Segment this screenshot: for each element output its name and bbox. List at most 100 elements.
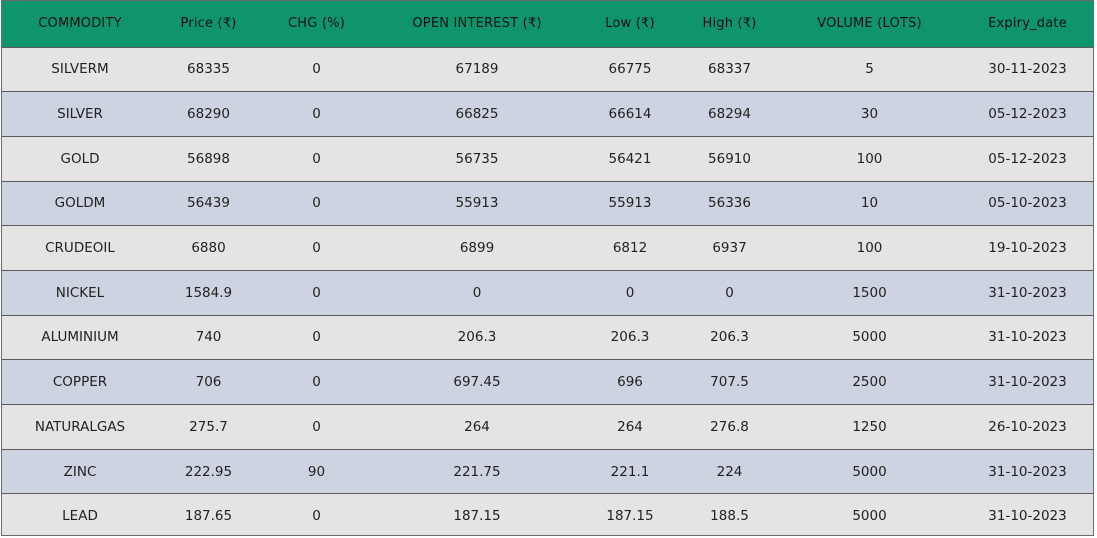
column-header-expiry-date: Expiry_date	[988, 16, 1067, 32]
commodity-cell: ZINC	[2, 448, 158, 494]
commodity-cell: NATURALGAS	[2, 404, 158, 450]
column-header-price: Price (₹)	[180, 16, 237, 32]
table-row: SILVER 68290 0 66825 66614 68294 30 05-12-2023	[2, 91, 1093, 137]
price-cell: 56898	[158, 135, 259, 182]
open-interest-cell: 67189	[374, 46, 580, 92]
expiry-date-cell: 31-10-2023	[960, 314, 1093, 360]
high-cell: 276.8	[680, 404, 779, 450]
volume-cell: 5000	[779, 493, 960, 535]
low-cell: 56421	[580, 135, 680, 182]
commodity-cell: CRUDEOIL	[2, 225, 158, 271]
open-interest-cell: 66825	[374, 91, 580, 137]
expiry-date-cell: 05-12-2023	[960, 135, 1093, 182]
low-cell: 187.15	[580, 493, 680, 535]
commodity-cell: GOLDM	[2, 180, 158, 226]
change-cell: 0	[259, 46, 374, 92]
expiry-date-cell: 19-10-2023	[960, 225, 1093, 271]
volume-cell: 2500	[779, 359, 960, 405]
volume-cell: 5	[779, 46, 960, 92]
commodity-cell: GOLD	[2, 135, 158, 182]
price-cell: 68290	[158, 91, 259, 137]
high-cell: 0	[680, 269, 779, 316]
low-cell: 206.3	[580, 314, 680, 360]
commodity-cell: NICKEL	[2, 269, 158, 316]
open-interest-cell: 697.45	[374, 359, 580, 405]
change-cell: 0	[259, 314, 374, 360]
high-cell: 56910	[680, 135, 779, 182]
change-cell: 0	[259, 359, 374, 405]
commodity-cell: SILVER	[2, 91, 158, 137]
table-row: ZINC 222.95 90 221.75 221.1 224 5000 31-10-2023	[2, 448, 1093, 494]
open-interest-cell: 206.3	[374, 314, 580, 360]
table-row: CRUDEOIL 6880 0 6899 6812 6937 100 19-10-2023	[2, 225, 1093, 271]
expiry-date-cell: 26-10-2023	[960, 404, 1093, 450]
price-cell: 68335	[158, 46, 259, 92]
change-cell: 0	[259, 180, 374, 226]
low-cell: 66614	[580, 91, 680, 137]
commodity-cell: COPPER	[2, 359, 158, 405]
price-cell: 1584.9	[158, 269, 259, 316]
low-cell: 264	[580, 404, 680, 450]
expiry-date-cell: 31-10-2023	[960, 359, 1093, 405]
column-header-volume: VOLUME (LOTS)	[817, 16, 922, 32]
change-cell: 0	[259, 404, 374, 450]
open-interest-cell: 187.15	[374, 493, 580, 535]
commodity-cell: SILVERM	[2, 46, 158, 92]
price-cell: 56439	[158, 180, 259, 226]
expiry-date-cell: 31-10-2023	[960, 493, 1093, 535]
column-header-low: Low (₹)	[605, 16, 655, 32]
volume-cell: 5000	[779, 314, 960, 360]
volume-cell: 30	[779, 91, 960, 137]
table-row: SILVERM 68335 0 67189 66775 68337 5 30-11-2023	[2, 46, 1093, 92]
volume-cell: 100	[779, 135, 960, 182]
low-cell: 0	[580, 269, 680, 316]
change-cell: 0	[259, 493, 374, 535]
change-cell: 0	[259, 269, 374, 316]
low-cell: 55913	[580, 180, 680, 226]
price-cell: 222.95	[158, 448, 259, 494]
volume-cell: 10	[779, 180, 960, 226]
high-cell: 188.5	[680, 493, 779, 535]
table-row: ALUMINIUM 740 0 206.3 206.3 206.3 5000 31-10-20…	[2, 314, 1093, 360]
column-header-open-interest: OPEN INTEREST (₹)	[412, 16, 542, 32]
volume-cell: 1500	[779, 269, 960, 316]
low-cell: 696	[580, 359, 680, 405]
high-cell: 56336	[680, 180, 779, 226]
open-interest-cell: 56735	[374, 135, 580, 182]
table-row: COPPER 706 0 697.45 696 707.5 2500 31-10-2023	[2, 359, 1093, 405]
expiry-date-cell: 30-11-2023	[960, 46, 1093, 92]
open-interest-cell: 55913	[374, 180, 580, 226]
volume-cell: 1250	[779, 404, 960, 450]
open-interest-cell: 6899	[374, 225, 580, 271]
high-cell: 6937	[680, 225, 779, 271]
low-cell: 66775	[580, 46, 680, 92]
low-cell: 6812	[580, 225, 680, 271]
change-cell: 90	[259, 448, 374, 494]
table-row: GOLD 56898 0 56735 56421 56910 100 05-12-2023	[2, 135, 1093, 182]
open-interest-cell: 0	[374, 269, 580, 316]
high-cell: 224	[680, 448, 779, 494]
expiry-date-cell: 31-10-2023	[960, 269, 1093, 316]
table-header: COMMODITY Price (₹) CHG (%) OPEN INTERES…	[2, 1, 1093, 47]
low-cell: 221.1	[580, 448, 680, 494]
table-row: NATURALGAS 275.7 0 264 264 276.8 1250 26-10-202…	[2, 404, 1093, 450]
open-interest-cell: 264	[374, 404, 580, 450]
expiry-date-cell: 05-12-2023	[960, 91, 1093, 137]
header-row: COMMODITY Price (₹) CHG (%) OPEN INTERES…	[2, 1, 1093, 47]
price-cell: 706	[158, 359, 259, 405]
high-cell: 206.3	[680, 314, 779, 360]
expiry-date-cell: 31-10-2023	[960, 448, 1093, 494]
expiry-date-cell: 05-10-2023	[960, 180, 1093, 226]
high-cell: 68294	[680, 91, 779, 137]
price-cell: 6880	[158, 225, 259, 271]
commodity-cell: ALUMINIUM	[2, 314, 158, 360]
high-cell: 68337	[680, 46, 779, 92]
column-header-commodity: COMMODITY	[38, 16, 122, 32]
price-cell: 275.7	[158, 404, 259, 450]
table-row: GOLDM 56439 0 55913 55913 56336 10 05-10-2023	[2, 180, 1093, 226]
open-interest-cell: 221.75	[374, 448, 580, 494]
price-cell: 740	[158, 314, 259, 360]
column-header-high: High (₹)	[702, 16, 757, 32]
